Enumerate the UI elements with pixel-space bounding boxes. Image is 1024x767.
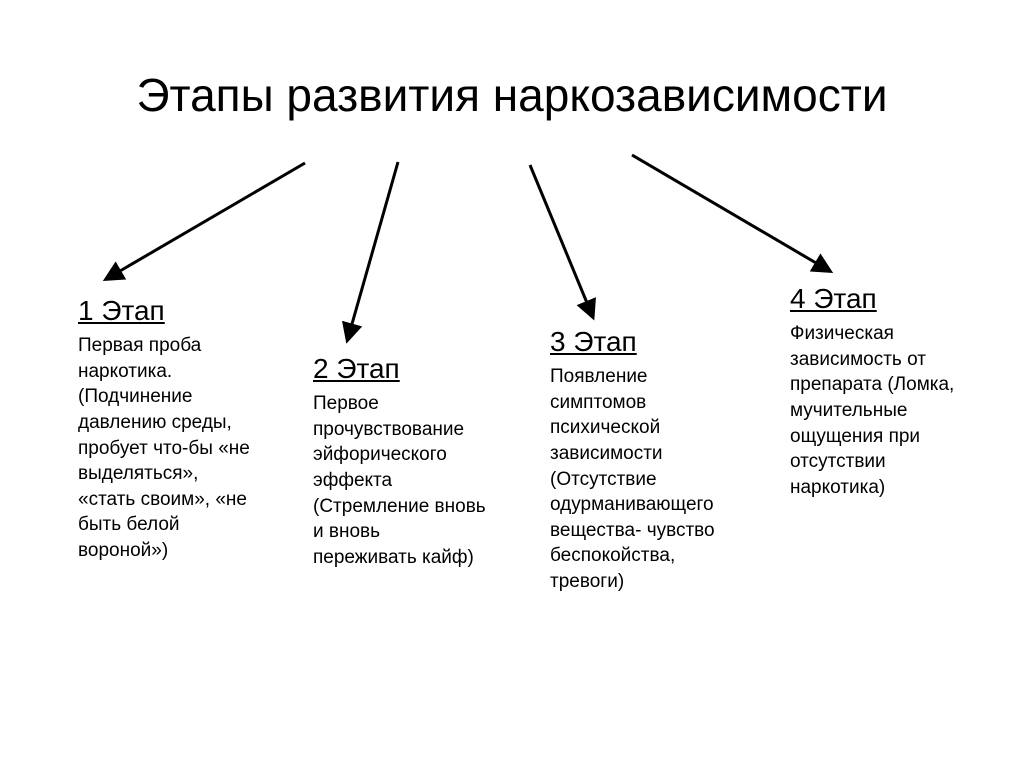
stage-1-heading: 1 Этап: [78, 295, 253, 327]
stage-4-block: 4 Этап Физическая зависимость от препара…: [790, 283, 965, 500]
main-title: Этапы развития наркозависимости: [136, 68, 887, 122]
arrow-2: [348, 162, 398, 338]
arrow-4: [632, 155, 828, 270]
stage-4-text: Физическая зависимость от препарата (Лом…: [790, 321, 965, 500]
stage-1-text: Первая проба наркотика. (Подчинение давл…: [78, 333, 253, 564]
stage-2-text: Первое прочувствование эйфорического эфф…: [313, 391, 488, 570]
arrow-1: [108, 163, 305, 278]
stage-3-text: Появление симптомов психической зависимо…: [550, 364, 725, 595]
arrow-3: [530, 165, 592, 315]
stage-3-block: 3 Этап Появление симптомов психической з…: [550, 326, 725, 595]
stage-2-heading: 2 Этап: [313, 353, 488, 385]
stage-4-heading: 4 Этап: [790, 283, 965, 315]
stage-3-heading: 3 Этап: [550, 326, 725, 358]
stage-2-block: 2 Этап Первое прочувствование эйфорическ…: [313, 353, 488, 570]
stage-1-block: 1 Этап Первая проба наркотика. (Подчинен…: [78, 295, 253, 564]
